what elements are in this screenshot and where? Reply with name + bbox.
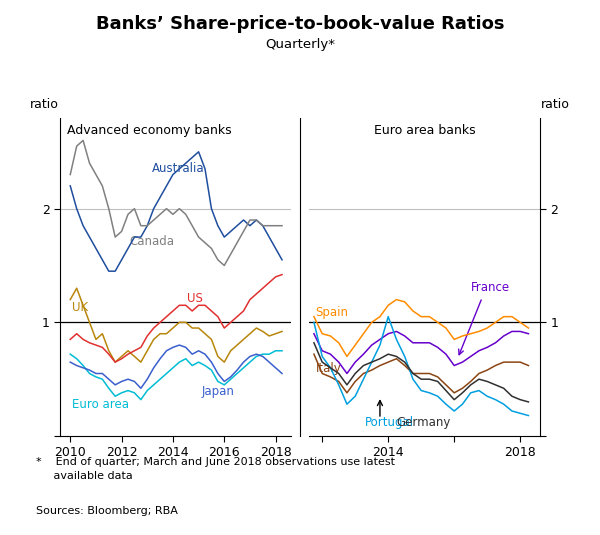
Text: US: US (187, 292, 203, 305)
Text: Banks’ Share-price-to-book-value Ratios: Banks’ Share-price-to-book-value Ratios (96, 15, 504, 33)
Text: UK: UK (71, 301, 88, 314)
Text: Portugal: Portugal (365, 416, 414, 429)
Text: ratio: ratio (541, 98, 570, 111)
Text: Quarterly*: Quarterly* (265, 39, 335, 51)
Text: France: France (470, 280, 510, 294)
Text: Italy: Italy (316, 362, 341, 376)
Text: Sources: Bloomberg; RBA: Sources: Bloomberg; RBA (36, 506, 178, 516)
Text: Euro area: Euro area (71, 398, 128, 410)
Text: Euro area banks: Euro area banks (374, 124, 475, 137)
Text: Canada: Canada (129, 235, 174, 248)
Text: Japan: Japan (201, 385, 234, 398)
Text: Spain: Spain (316, 305, 349, 318)
Text: Australia: Australia (152, 162, 205, 175)
Text: Germany: Germany (397, 416, 451, 429)
Text: *    End of quarter; March and June 2018 observations use latest
     available : * End of quarter; March and June 2018 ob… (36, 457, 395, 480)
Text: Advanced economy banks: Advanced economy banks (67, 124, 232, 137)
Text: ratio: ratio (30, 98, 59, 111)
